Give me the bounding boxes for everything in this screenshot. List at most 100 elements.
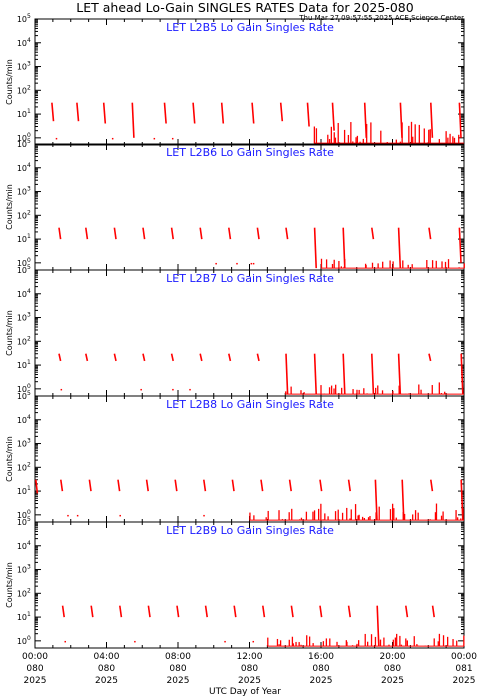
x-tick-label: 2025	[453, 676, 476, 686]
data-spike	[306, 102, 310, 127]
y-tick-exponent: 1	[27, 108, 31, 115]
x-tick-label: 2025	[24, 676, 47, 686]
panel-title: LET L2B7 Lo Gain Singles Rate	[166, 272, 334, 285]
data-spike	[199, 353, 203, 362]
y-tick-exponent: 4	[27, 37, 31, 44]
data-spike	[313, 227, 317, 269]
data-spike	[131, 102, 135, 138]
data-spike	[279, 102, 284, 122]
data-point	[171, 137, 174, 140]
y-tick-exponent: 1	[27, 611, 31, 618]
data-point	[236, 262, 238, 265]
plot-frame	[34, 395, 465, 523]
data-spike	[85, 353, 89, 362]
data-spike	[428, 227, 432, 240]
data-spike	[290, 605, 294, 618]
y-tick-label: 10	[17, 463, 27, 472]
y-tick-label: 10	[17, 337, 27, 346]
data-spike	[163, 102, 167, 124]
x-tick-label: 12:00	[237, 652, 263, 662]
data-point	[189, 388, 191, 391]
data-point	[140, 388, 142, 391]
data-spike	[117, 479, 121, 492]
x-tick-label: 080	[26, 664, 43, 674]
y-tick-exponent: 2	[27, 84, 31, 91]
data-spike	[199, 227, 203, 240]
data-spike	[285, 353, 289, 395]
data-spike	[371, 353, 375, 395]
data-spike	[231, 479, 235, 492]
data-spike	[397, 227, 402, 269]
y-tick-exponent: 0	[27, 132, 31, 139]
y-tick-exponent: 3	[27, 312, 31, 319]
y-axis-title: Counts/min	[5, 436, 14, 482]
data-point	[60, 388, 63, 391]
y-tick-exponent: 3	[27, 438, 31, 445]
x-tick-label: 2025	[95, 676, 118, 686]
data-spike	[405, 605, 409, 618]
y-tick-exponent: 4	[27, 414, 31, 421]
data-point	[153, 137, 156, 140]
x-tick-label: 2025	[167, 676, 190, 686]
y-tick-label: 10	[17, 164, 27, 173]
figure-title: LET ahead Lo-Gain SINGLES RATES Data for…	[76, 0, 413, 15]
data-spike	[347, 605, 351, 618]
data-spike	[88, 479, 92, 492]
data-spike	[376, 605, 380, 647]
data-spike	[85, 227, 89, 240]
y-tick-label: 10	[17, 589, 27, 598]
x-tick-label: 2025	[381, 676, 404, 686]
data-spike	[58, 227, 62, 240]
data-spike	[176, 605, 180, 618]
y-tick-exponent: 5	[27, 138, 31, 145]
data-point	[172, 388, 174, 391]
y-tick-label: 10	[17, 15, 27, 24]
data-spike	[119, 605, 123, 618]
y-tick-label: 10	[17, 487, 27, 496]
data-point	[67, 514, 69, 517]
data-spike	[342, 353, 346, 395]
x-tick-label: 16:00	[308, 652, 334, 662]
y-axis-title: Counts/min	[5, 59, 14, 105]
data-spike	[60, 479, 64, 492]
y-tick-label: 10	[17, 613, 27, 622]
y-tick-exponent: 1	[27, 359, 31, 366]
data-spike	[170, 227, 174, 240]
y-tick-label: 10	[17, 518, 27, 527]
data-point	[64, 640, 66, 643]
y-tick-label: 10	[17, 314, 27, 323]
data-point	[119, 514, 121, 517]
data-spike	[228, 353, 232, 362]
x-axis-labels: 00:00 080 2025 04:00 080 2025 08:00 080 2025 12:0…	[22, 652, 477, 686]
y-tick-label: 10	[17, 566, 27, 575]
data-spike	[76, 102, 80, 122]
y-tick-label: 10	[17, 259, 27, 268]
y-axis-title: Counts/min	[5, 310, 14, 356]
y-tick-exponent: 2	[27, 461, 31, 468]
x-tick-label: 081	[455, 664, 472, 674]
y-tick-exponent: 3	[27, 564, 31, 571]
data-spike	[174, 479, 178, 492]
data-spike	[319, 605, 323, 618]
data-spike	[331, 102, 335, 131]
y-tick-exponent: 0	[27, 509, 31, 516]
y-tick-label: 10	[17, 440, 27, 449]
y-tick-exponent: 2	[27, 209, 31, 216]
x-tick-label: 04:00	[94, 652, 120, 662]
y-tick-exponent: 3	[27, 61, 31, 68]
data-spike	[170, 353, 174, 362]
data-point	[252, 640, 255, 643]
data-spike	[285, 227, 289, 240]
y-tick-label: 10	[17, 110, 27, 119]
data-spike	[256, 353, 260, 362]
data-spike	[145, 479, 149, 492]
data-spike	[51, 102, 55, 122]
y-tick-exponent: 1	[27, 233, 31, 240]
data-spike	[430, 102, 434, 138]
data-spike	[288, 479, 292, 492]
data-spike	[233, 605, 237, 618]
y-tick-label: 10	[17, 392, 27, 401]
data-spike	[203, 479, 207, 492]
y-tick-label: 10	[17, 39, 27, 48]
